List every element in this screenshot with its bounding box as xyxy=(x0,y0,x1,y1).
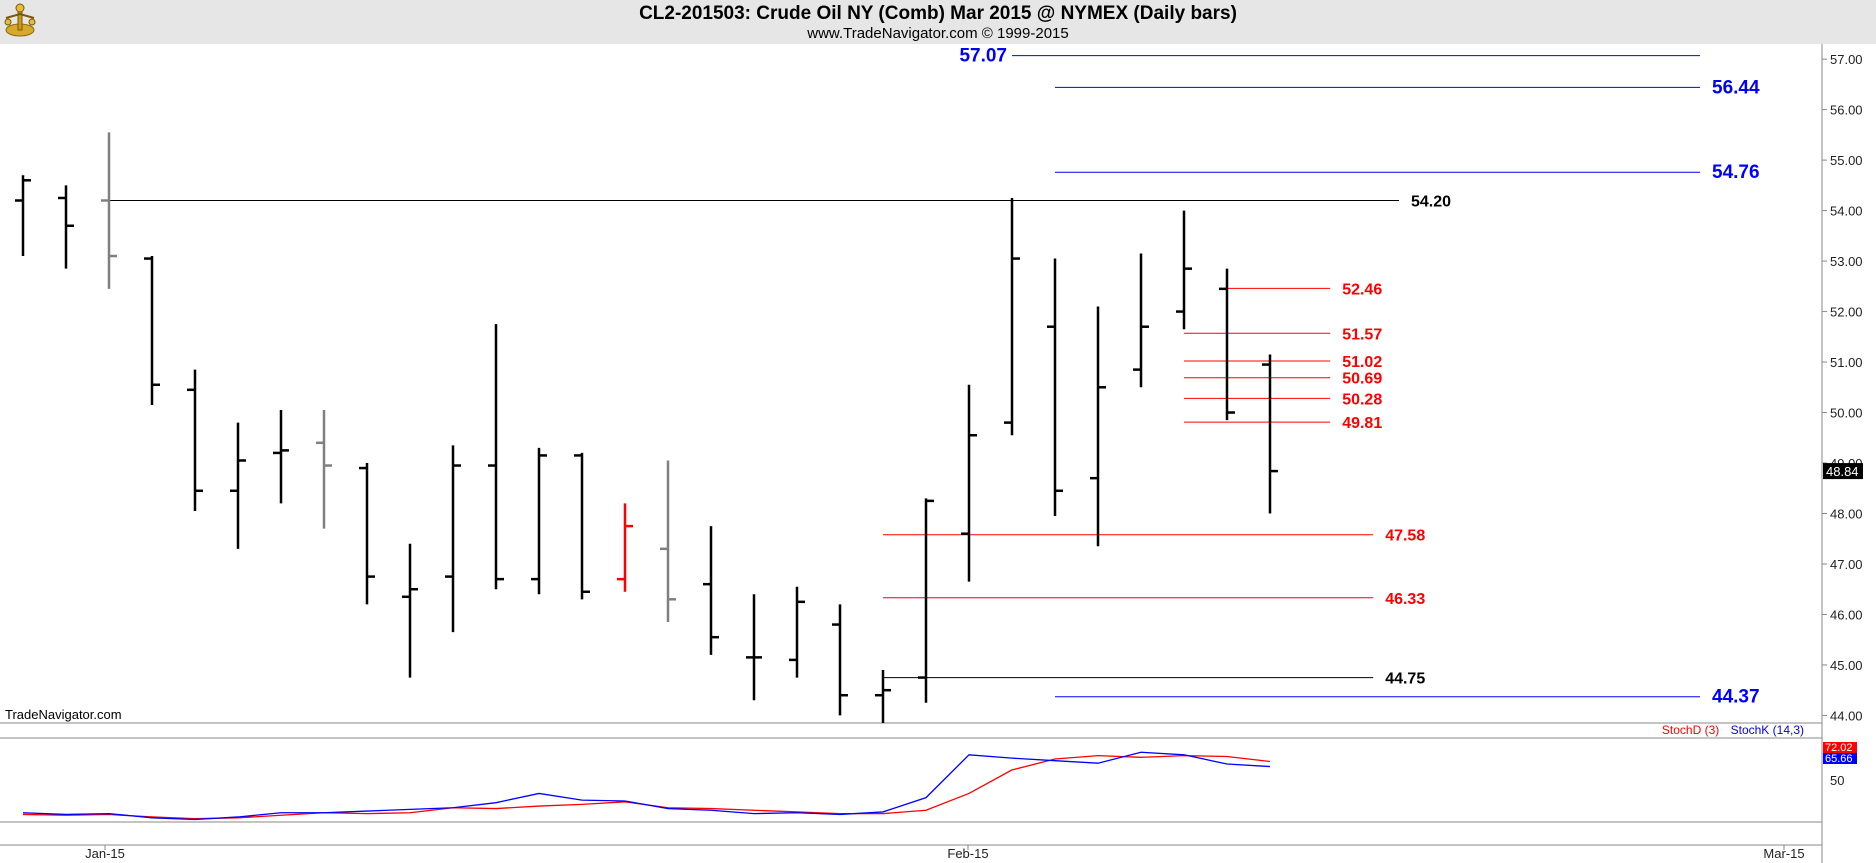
stoch-d-legend: StochD (3) xyxy=(1661,723,1720,737)
ohlc-bar xyxy=(445,445,461,633)
ohlc-bar xyxy=(961,384,977,582)
level-label: 52.46 xyxy=(1342,281,1382,298)
date-tick-label: Jan-15 xyxy=(85,846,125,861)
ohlc-bar xyxy=(230,422,246,549)
level-label: 47.58 xyxy=(1385,528,1425,545)
stoch-k-value-box xyxy=(1823,753,1857,764)
level-label: 44.75 xyxy=(1385,671,1425,688)
ohlc-bar xyxy=(488,324,504,590)
trade-navigator-logo-icon xyxy=(4,3,36,37)
ohlc-bar xyxy=(1090,306,1106,547)
ohlc-bar xyxy=(15,175,31,257)
price-tick-label: 56.00 xyxy=(1830,103,1863,118)
stoch-k-value-label: 65.66 xyxy=(1825,753,1853,765)
ohlc-bar xyxy=(101,132,117,289)
level-label: 50.28 xyxy=(1342,391,1382,408)
level-label: 51.02 xyxy=(1342,354,1382,371)
ohlc-bar xyxy=(918,498,934,703)
ohlc-bar xyxy=(1004,197,1020,436)
ohlc-bar xyxy=(875,669,891,723)
level-label: 56.44 xyxy=(1712,77,1760,98)
stoch-d-value-label: 72.02 xyxy=(1825,742,1853,754)
price-tick-label: 51.00 xyxy=(1830,355,1863,370)
ohlc-bar xyxy=(617,503,633,592)
ohlc-bar xyxy=(1262,354,1278,514)
level-label: 44.37 xyxy=(1712,687,1760,708)
price-tick-label: 45.00 xyxy=(1830,658,1863,673)
price-tick-label: 53.00 xyxy=(1830,254,1863,269)
ohlc-bar xyxy=(574,452,590,600)
price-tick-label: 47.00 xyxy=(1830,557,1863,572)
price-tick-label: 48.00 xyxy=(1830,506,1863,521)
ohlc-bar xyxy=(402,543,418,678)
ohlc-bar xyxy=(359,463,375,605)
ohlc-bar xyxy=(144,256,160,405)
chart-title: CL2-201503: Crude Oil NY (Comb) Mar 2015… xyxy=(639,3,1237,24)
ohlc-bar xyxy=(1047,258,1063,517)
ohlc-bar xyxy=(531,447,547,595)
level-label: 57.07 xyxy=(959,46,1007,67)
indicator-legend: StochD (3) StochK (14,3) xyxy=(1654,723,1804,737)
stoch-k-legend: StochK (14,3) xyxy=(1730,723,1804,737)
stoch-tick-label: 50 xyxy=(1830,773,1844,788)
price-tick-label: 46.00 xyxy=(1830,607,1863,622)
watermark-label: TradeNavigator.com xyxy=(5,707,122,722)
ohlc-bar xyxy=(1176,210,1192,330)
price-tick-label: 50.00 xyxy=(1830,406,1863,421)
price-tick-label: 55.00 xyxy=(1830,153,1863,168)
level-label: 50.69 xyxy=(1342,371,1382,388)
chart-subtitle: www.TradeNavigator.com © 1999-2015 xyxy=(807,25,1069,42)
ohlc-bar xyxy=(187,369,203,511)
ohlc-bar xyxy=(746,594,762,701)
ohlc-bar xyxy=(1219,268,1235,421)
price-tick-label: 57.00 xyxy=(1830,52,1863,67)
level-label: 46.33 xyxy=(1385,591,1425,608)
chart-header: CL2-201503: Crude Oil NY (Comb) Mar 2015… xyxy=(0,0,1876,44)
stoch-d-value-box xyxy=(1823,742,1857,753)
last-price-label: 48.84 xyxy=(1826,464,1859,479)
stoch-series-line xyxy=(22,751,1271,821)
level-label: 49.81 xyxy=(1342,415,1382,432)
ohlc-bar xyxy=(703,526,719,655)
ohlc-bar xyxy=(832,604,848,716)
level-label: 51.57 xyxy=(1342,326,1382,343)
ohlc-bar xyxy=(1133,253,1149,388)
ohlc-bar xyxy=(316,410,332,529)
price-tick-label: 44.00 xyxy=(1830,708,1863,723)
ohlc-bar xyxy=(660,460,676,623)
level-label: 54.20 xyxy=(1411,193,1451,210)
date-tick-label: Feb-15 xyxy=(947,846,988,861)
price-tick-label: 52.00 xyxy=(1830,305,1863,320)
stoch-series-line xyxy=(22,754,1271,820)
last-price-box xyxy=(1823,463,1863,480)
price-tick-label: 54.00 xyxy=(1830,204,1863,219)
ohlc-bar xyxy=(273,410,289,504)
level-label: 54.76 xyxy=(1712,162,1760,183)
ohlc-bar xyxy=(58,185,74,269)
date-tick-label: Mar-15 xyxy=(1763,846,1804,861)
ohlc-bar xyxy=(789,586,805,678)
